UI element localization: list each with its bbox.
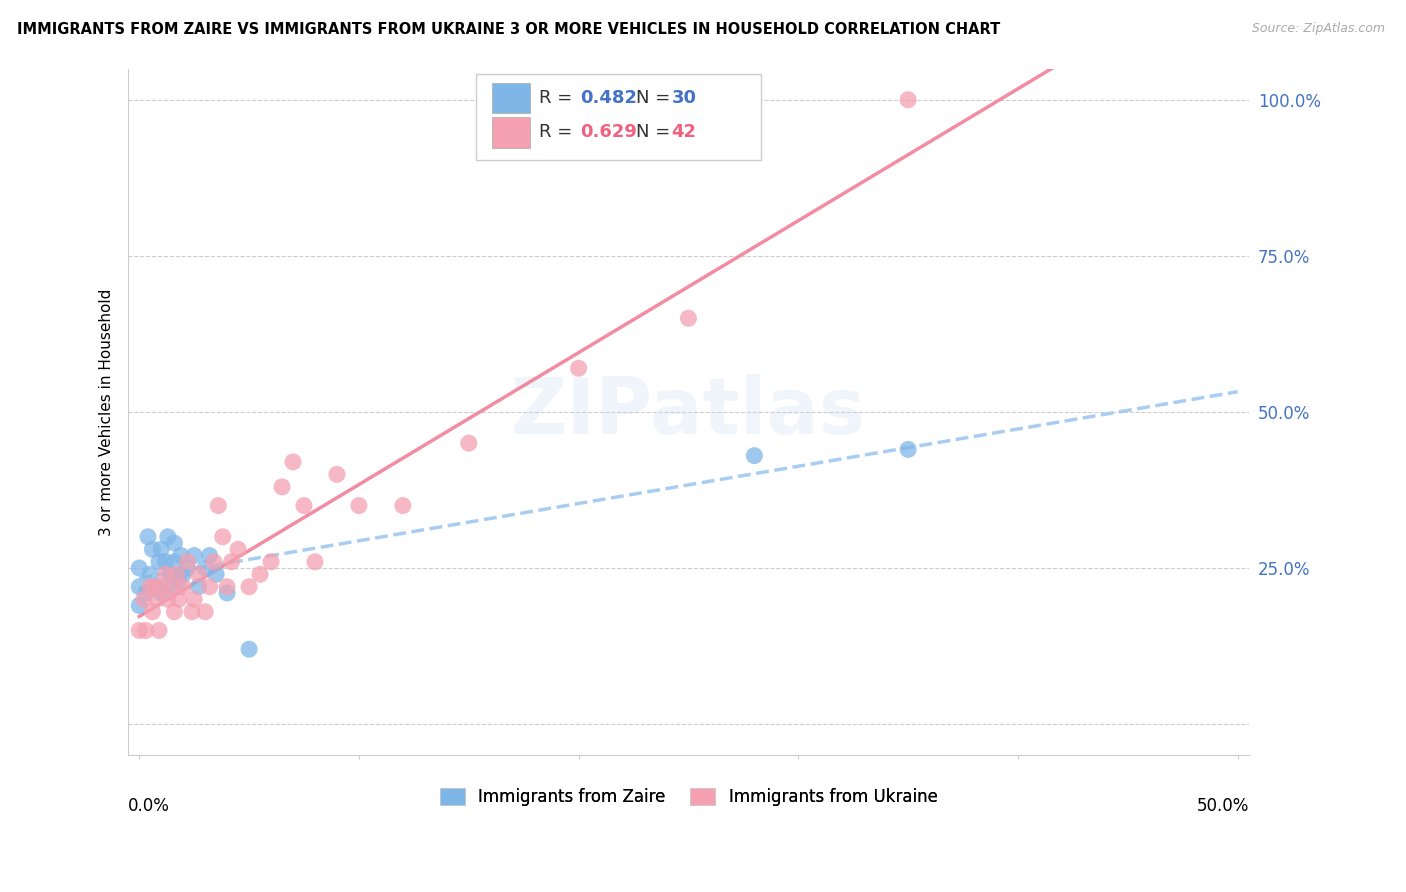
Point [170,549,193,563]
Point [167,574,190,588]
Point [183,549,205,563]
Point [128,580,150,594]
Point [141,605,163,619]
Point [181,605,204,619]
Point [202,555,225,569]
Point [148,555,170,569]
Point [187,580,209,594]
Point [187,567,209,582]
Point [136,530,159,544]
Text: 0.482: 0.482 [579,89,637,107]
Text: 0.0%: 0.0% [128,797,170,814]
Point [176,561,198,575]
Point [163,555,186,569]
FancyBboxPatch shape [492,83,530,113]
Point [167,592,190,607]
Point [146,592,169,607]
Point [128,624,150,638]
Point [205,567,228,582]
Point [135,624,157,638]
Legend: Immigrants from Zaire, Immigrants from Ukraine: Immigrants from Zaire, Immigrants from U… [429,778,948,815]
Point [194,605,217,619]
Point [198,549,221,563]
Text: 42: 42 [672,123,696,142]
Point [141,542,163,557]
Point [207,499,229,513]
Point [139,567,162,582]
Point [156,592,179,607]
Point [160,580,183,594]
Point [155,567,177,582]
Point [143,580,166,594]
Point [155,555,177,569]
Point [238,580,260,594]
Text: 0.629: 0.629 [579,123,637,142]
Point [457,436,479,450]
Point [568,361,591,376]
Text: R =: R = [540,89,578,107]
Point [163,605,186,619]
Text: 30: 30 [672,89,696,107]
Point [128,561,150,575]
Point [292,499,315,513]
Point [156,530,179,544]
Point [132,592,155,607]
Point [271,480,294,494]
Point [163,536,186,550]
Point [226,542,249,557]
Point [249,567,271,582]
Point [326,467,349,482]
Point [897,442,920,457]
Text: R =: R = [540,123,578,142]
Point [194,561,217,575]
Point [150,542,173,557]
Point [176,555,198,569]
Point [198,580,221,594]
Text: N =: N = [636,123,676,142]
Point [897,93,920,107]
Point [160,580,183,594]
Text: IMMIGRANTS FROM ZAIRE VS IMMIGRANTS FROM UKRAINE 3 OR MORE VEHICLES IN HOUSEHOLD: IMMIGRANTS FROM ZAIRE VS IMMIGRANTS FROM… [17,22,1000,37]
Point [211,530,233,544]
Point [159,567,181,582]
Point [260,555,283,569]
Point [217,580,239,594]
Point [150,580,173,594]
Point [172,567,194,582]
Point [146,580,169,594]
FancyBboxPatch shape [492,117,530,147]
Point [172,580,194,594]
Point [135,586,157,600]
Point [139,580,162,594]
Point [281,455,304,469]
Point [238,642,260,657]
Y-axis label: 3 or more Vehicles in Household: 3 or more Vehicles in Household [100,288,114,535]
Point [217,586,239,600]
Point [678,311,700,326]
Point [304,555,326,569]
Point [347,499,370,513]
Text: Source: ZipAtlas.com: Source: ZipAtlas.com [1251,22,1385,36]
Point [744,449,766,463]
Point [183,592,205,607]
Text: 50.0%: 50.0% [1197,797,1249,814]
Point [150,586,173,600]
FancyBboxPatch shape [475,74,761,160]
Point [148,624,170,638]
Point [392,499,415,513]
Point [166,567,188,582]
Text: N =: N = [636,89,676,107]
Text: ZIPatlas: ZIPatlas [510,374,866,450]
Point [221,555,243,569]
Point [128,599,150,613]
